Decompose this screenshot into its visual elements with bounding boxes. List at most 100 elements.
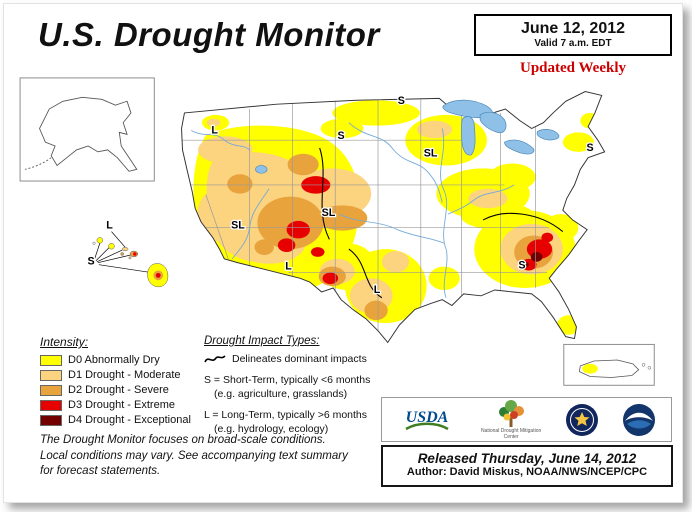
released-box: Released Thursday, June 14, 2012 Author:… [381,445,673,487]
river [231,188,270,260]
short-term-example: (e.g. agriculture, grasslands) [214,388,348,400]
noaa-logo [621,402,657,438]
drought-area [530,252,543,262]
drought-area [287,153,319,176]
impact-map-label: L [106,220,113,232]
legend-label: D0 Abnormally Dry [68,354,160,366]
alaska-outline [39,96,138,172]
short-term-definition: S = Short-Term, typically <6 months [204,374,371,386]
drought-monitor-page: S L S SL SL SL L L S S L S U.S. Drought Monitor Jun… [3,3,683,503]
impact-map-label: S [398,95,405,107]
river [348,122,443,203]
drought-area [364,300,388,321]
ndmc-logo: National Drought Mitigation Center [479,399,543,440]
drought-area [556,315,581,335]
drought-area [322,272,339,285]
valid-time: Valid 7 a.m. EDT [534,38,612,49]
long-term-definition: L = Long-Term, typically >6 months [204,409,368,421]
drought-area [310,247,325,257]
impact-boundaries [319,147,564,299]
legend-label: D1 Drought - Moderate [68,369,181,381]
usda-logo-icon: USDA [405,409,450,430]
impact-map-label: S [518,260,525,272]
drought-area [332,100,420,126]
drought-d4-layer [520,252,543,268]
legend-label: D2 Drought - Severe [68,384,169,396]
impact-map-label: L [211,124,218,136]
impact-types: Drought Impact Types: Delineates dominan… [204,335,389,444]
drought-area [316,205,368,231]
conus-map [181,91,606,344]
drought-area [488,163,536,191]
impact-line-icon [204,355,226,363]
footnote: The Drought Monitor focuses on broad-sca… [40,434,348,478]
rivers [191,122,515,298]
legend-swatch [40,384,62,396]
legend-item: D0 Abnormally Dry [40,354,205,366]
legend-swatch [40,369,62,381]
island-oahu [108,243,115,250]
river [338,213,445,244]
legend-item: D4 Drought - Exceptional [40,414,205,426]
impact-map-label: SL [424,148,438,160]
report-date: June 12, 2012 [520,20,626,37]
island-kahoolawe [128,256,132,260]
usda-logo: USDA [396,402,458,438]
river [440,128,448,298]
delineates-label: Delineates dominant impacts [232,353,367,365]
river [191,130,250,151]
alaska-inset [19,77,155,182]
ndmc-caption: National Drought Mitigation Center [480,428,542,440]
logo-strip: USDA National Drought Mitigation Center [381,397,672,442]
impact-map-label: SL [231,220,245,232]
impact-map-label: S [586,142,593,154]
date-box: June 12, 2012 Valid 7 a.m. EDT [474,14,672,56]
island-hawaii-core [155,272,161,278]
hawaii-inset [92,231,169,288]
hawaii-label-lines [93,231,151,273]
lake-michigan [461,116,476,156]
drought-area [254,239,274,255]
impact-map-label: SL [322,207,336,219]
drought-area [520,261,529,268]
legend-label: D3 Drought - Extreme [68,399,175,411]
drought-area [580,112,600,129]
long-term-example: (e.g. hydrology, ecology) [214,423,329,435]
commerce-seal [564,402,600,438]
legend-swatch [40,354,62,366]
great-salt-lake [255,165,268,174]
ndmc-tree-icon [499,400,525,427]
drought-area [277,238,296,253]
island-vieques [641,363,646,367]
legend-swatch [40,414,62,426]
impact-map-label: L [285,261,292,273]
drought-area [286,220,310,239]
lake-ontario [536,129,560,141]
drought-area [541,232,554,243]
island-maui-core [133,252,137,256]
impact-map-label: S [88,256,95,268]
drought-area [381,251,410,273]
usda-green-field [405,422,450,430]
conus-outline [181,91,606,344]
updated-weekly: Updated Weekly [520,60,626,76]
released-author: Author: David Miskus, NOAA/NWS/NCEP/CPC [406,466,648,478]
page-title: U.S. Drought Monitor [38,16,380,53]
legend-item: D1 Drought - Moderate [40,369,205,381]
drought-area [257,196,324,250]
puerto-rico-d0 [582,363,598,374]
legend-swatch [40,399,62,411]
intensity-legend: Intensity: D0 Abnormally Dry D1 Drought -… [40,335,205,429]
drought-area [416,120,452,139]
legend-heading: Intensity: [40,335,89,349]
legend-item: D2 Drought - Severe [40,384,205,396]
legend-label: D4 Drought - Exceptional [68,414,191,426]
river [447,184,515,215]
usda-logo-text: USDA [406,409,449,426]
noaa-logo-icon [622,403,655,436]
impact-map-label: S [337,130,344,142]
legend-item: D3 Drought - Extreme [40,399,205,411]
island-molokai [121,247,129,252]
puerto-rico-inset-box [563,343,655,386]
